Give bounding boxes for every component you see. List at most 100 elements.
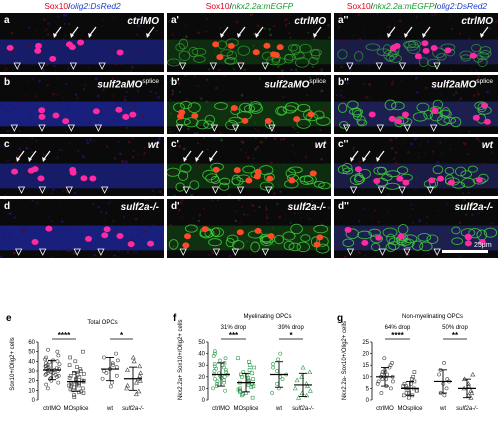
data-point [68, 374, 73, 378]
data-point [250, 371, 254, 376]
data-point [401, 393, 406, 398]
y-tick-label: 20 [198, 375, 205, 381]
y-tick-label: 60 [28, 340, 35, 346]
panel-condition: ctrlMO [127, 16, 159, 27]
data-point [81, 391, 86, 396]
data-point [72, 385, 77, 390]
data-point [404, 391, 409, 395]
data-point [124, 385, 130, 391]
data-point [275, 369, 279, 373]
x-tick-label: sulf2a-/- [292, 406, 314, 412]
header-text-part: olig2 [70, 1, 89, 11]
scale-bar [442, 250, 488, 253]
data-point [270, 391, 275, 395]
x-tick-label: ctrlMO [376, 406, 394, 412]
data-point [276, 357, 280, 362]
drop-annotation: 31% drop [221, 325, 247, 331]
panel-condition: sulf2aMOsplice [97, 78, 159, 90]
data-point [223, 367, 228, 372]
x-tick-label: sulf2a-/- [122, 406, 144, 412]
data-point [299, 390, 305, 395]
panel-condition-text: sulf2aMO [431, 79, 477, 91]
data-point [45, 371, 50, 375]
data-point [402, 381, 407, 386]
panel-label: d' [171, 201, 180, 212]
y-tick-label: 30 [198, 363, 205, 369]
x-tick-label: wt [439, 406, 446, 412]
data-point [240, 393, 244, 398]
data-point [466, 381, 472, 386]
y-tick-label: 15 [362, 363, 369, 369]
data-point [125, 382, 131, 388]
data-point [390, 379, 395, 384]
data-point [69, 382, 74, 387]
data-point [114, 365, 119, 370]
data-point [133, 391, 139, 397]
panel-condition-text: ctrlMO [294, 16, 326, 27]
panel-condition-text: wt [314, 140, 326, 151]
data-point [69, 384, 73, 389]
data-point [222, 380, 226, 385]
y-tick-label: 30 [28, 369, 35, 375]
panel-label: c'' [338, 139, 349, 150]
panel-label: b' [171, 77, 180, 88]
data-point [55, 349, 60, 354]
y-tick-label: 0 [202, 398, 206, 404]
data-point [79, 389, 84, 394]
data-point [137, 373, 143, 378]
data-point [111, 363, 115, 368]
data-point [300, 364, 306, 370]
panel-condition: sulf2aMOsplice [431, 78, 493, 90]
data-point [294, 377, 300, 383]
data-point [44, 355, 49, 360]
data-point [104, 371, 109, 375]
data-point [68, 355, 72, 360]
data-point [252, 365, 256, 370]
header-text-part: / [370, 1, 373, 11]
data-point [110, 361, 115, 366]
data-point [465, 392, 472, 398]
data-point [409, 381, 413, 386]
data-point [244, 373, 249, 378]
panel-condition-text: wt [147, 140, 159, 151]
data-point [222, 365, 226, 370]
panel-condition-text: sulf2aMO [264, 79, 310, 91]
data-point [222, 374, 227, 379]
header-text-part: / [68, 1, 71, 11]
header-text-part: :DsRed2 [88, 1, 121, 11]
data-point [251, 377, 255, 381]
data-point [445, 377, 450, 382]
data-point [380, 370, 385, 375]
data-point [222, 378, 226, 383]
data-point [47, 360, 52, 365]
data-point [414, 388, 419, 393]
data-point [271, 362, 275, 366]
data-point [136, 388, 142, 394]
micrograph-panel: d'' sulf2a-/- 25μm [334, 199, 498, 258]
data-point [247, 363, 252, 368]
data-point [212, 362, 217, 366]
data-point [114, 373, 119, 378]
significance-stars: ** [452, 331, 459, 340]
x-tick-label: wt [275, 406, 282, 412]
data-point [385, 372, 390, 377]
data-point [46, 347, 50, 352]
micrograph-panel: b sulf2aMOsplice [0, 75, 164, 134]
data-point [444, 386, 449, 391]
header-text-part: :DsRed2 [454, 1, 488, 11]
data-point [137, 363, 143, 369]
graph-title-g: Non-myelinating OPCs [401, 314, 464, 320]
panel-label: a' [171, 15, 179, 26]
data-point [211, 386, 215, 391]
significance-stars: **** [58, 331, 71, 340]
data-point [108, 384, 113, 389]
data-point [68, 387, 73, 392]
data-point [45, 386, 50, 391]
x-tick-label: ctrlMO [212, 406, 230, 412]
data-point [102, 369, 106, 373]
significance-stars: * [120, 331, 124, 340]
drop-annotation: 64% drop [385, 325, 411, 331]
micrograph-panel: a' ctrlMO [167, 13, 331, 72]
